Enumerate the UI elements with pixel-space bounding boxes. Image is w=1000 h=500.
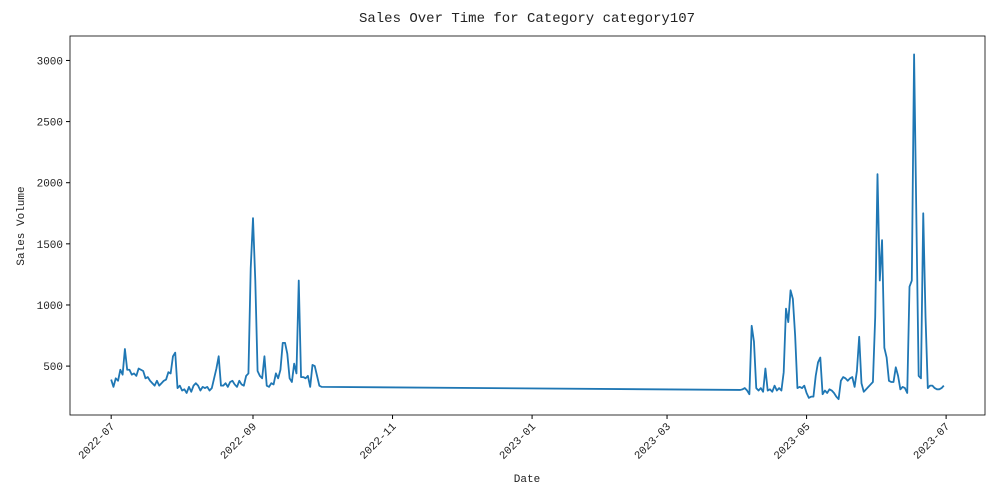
x-tick-label: 2022-11 — [358, 421, 399, 462]
x-tick-label: 2022-09 — [219, 421, 260, 462]
y-tick-label: 2000 — [37, 179, 63, 191]
plot-frame — [69, 35, 986, 416]
x-tick-label: 2023-07 — [912, 421, 953, 462]
x-tick-label: 2022-07 — [77, 421, 118, 462]
y-axis-label: Sales Volume — [16, 186, 28, 265]
chart-title: Sales Over Time for Category category107 — [359, 11, 695, 27]
x-tick-label: 2023-03 — [633, 421, 674, 462]
y-tick-label: 2500 — [37, 118, 63, 130]
y-tick-label: 1500 — [37, 240, 63, 252]
data-line — [110, 53, 945, 401]
x-tick-label: 2023-05 — [772, 421, 813, 462]
y-tick-label: 3000 — [37, 56, 63, 68]
y-tick-label: 500 — [43, 362, 63, 374]
x-axis-label: Date — [514, 474, 540, 486]
y-tick-label: 1000 — [37, 301, 63, 313]
x-tick-label: 2023-01 — [498, 421, 539, 462]
